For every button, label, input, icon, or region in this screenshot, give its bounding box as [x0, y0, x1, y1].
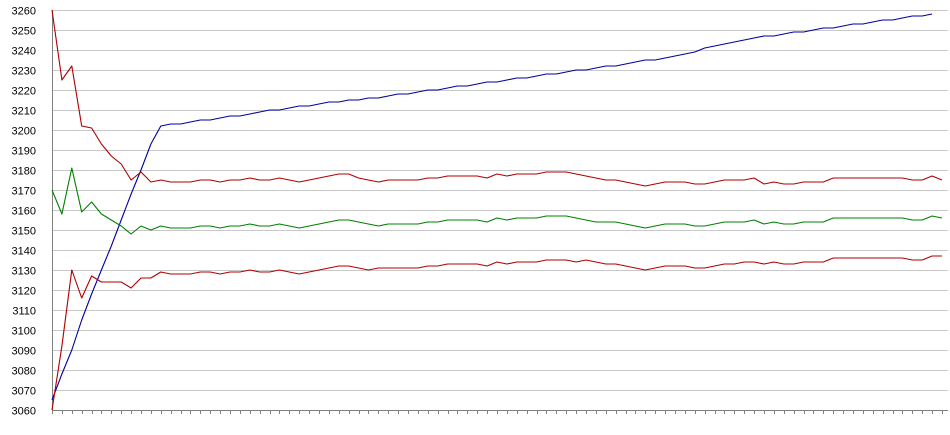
y-tick-label-3160: 3160: [12, 206, 36, 218]
y-tick-label-3230: 3230: [12, 66, 36, 78]
y-tick-label-3080: 3080: [12, 366, 36, 378]
y-tick-label-3110: 3110: [12, 306, 36, 318]
y-tick-label-3130: 3130: [12, 266, 36, 278]
y-tick-label-3150: 3150: [12, 226, 36, 238]
series-line-1: [51, 13, 933, 401]
series-lines: [51, 9, 943, 411]
y-tick-label-3250: 3250: [12, 26, 36, 38]
y-tick-label-3170: 3170: [12, 186, 36, 198]
gridlines: [52, 10, 948, 411]
y-tick-label-3180: 3180: [12, 166, 36, 178]
y-tick-label-3200: 3200: [12, 126, 36, 138]
y-tick-label-3090: 3090: [12, 346, 36, 358]
y-tick-label-3260: 3260: [12, 6, 36, 18]
axes: [52, 10, 948, 411]
series-line-4: [51, 255, 942, 411]
y-tick-label-3060: 3060: [12, 406, 36, 418]
y-tick-label-3210: 3210: [12, 106, 36, 118]
y-tick-label-3190: 3190: [12, 146, 36, 158]
y-tick-label-3120: 3120: [12, 286, 36, 298]
y-tick-label-3220: 3220: [12, 86, 36, 98]
y-tick-labels: 3060 3070 3080 3090 3100 3110 3120 3130 3140 3150…: [12, 6, 36, 418]
y-tick-label-3100: 3100: [12, 326, 36, 338]
x-tick-marks: [52, 410, 943, 414]
y-tick-label-3070: 3070: [12, 386, 36, 398]
y-tick-label-3240: 3240: [12, 46, 36, 58]
y-tick-label-3140: 3140: [12, 246, 36, 258]
series-line-2: [51, 9, 943, 187]
series-line-3: [51, 167, 943, 235]
